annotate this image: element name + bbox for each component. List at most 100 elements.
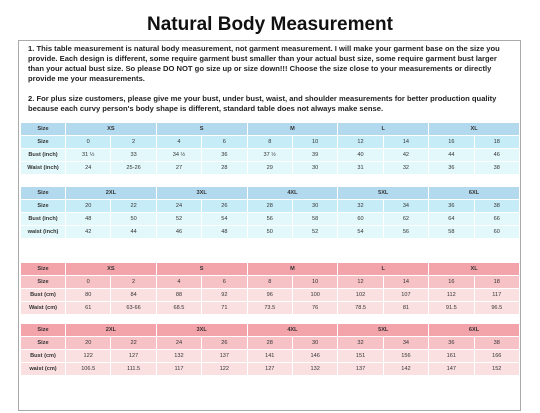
cell: 46: [473, 148, 521, 162]
cell: 38: [473, 161, 521, 175]
note: 1. This table measurement is natural bod…: [28, 44, 500, 83]
cell: 28: [246, 336, 293, 350]
table-row: Size 20 22 24 26 28 30 32 34 36 38: [20, 336, 521, 350]
row-label: Size: [20, 122, 66, 136]
table-row: Size 20 22 24 26 28 30 32 34 36 38: [20, 199, 521, 213]
cell: 122: [201, 362, 248, 376]
cell: M: [246, 122, 339, 136]
cell: 161: [428, 349, 475, 363]
cell: 48: [201, 225, 248, 239]
cell: 122: [64, 349, 112, 363]
cell: M: [246, 262, 339, 276]
row-label: waist (cm): [20, 362, 66, 376]
cell: 4XL: [246, 323, 339, 337]
cell: 20: [64, 199, 112, 213]
table-row: Size 0 2 4 6 8 10 12 14 16 18: [20, 135, 521, 149]
cell: 81: [382, 301, 430, 315]
cell: 31 ½: [64, 148, 112, 162]
cell: 5XL: [337, 323, 430, 337]
cell: 34 ½: [155, 148, 203, 162]
cell: 2XL: [65, 323, 157, 337]
row-label: Size: [20, 186, 66, 200]
cell: 32: [337, 336, 384, 350]
cell: 24: [64, 161, 112, 175]
table-row: Bust (cm) 122 127 132 137 141 146 151 156 161 166: [20, 349, 521, 363]
cell: 4: [155, 275, 203, 289]
cell: 14: [382, 135, 430, 149]
table-row: Size 2XL 3XL 4XL 5XL 6XL: [20, 186, 520, 200]
cell: 88: [155, 288, 203, 302]
row-label: Size: [20, 336, 66, 350]
cell: 146: [291, 349, 339, 363]
cell: 58: [291, 212, 339, 226]
cell: 0: [64, 135, 112, 149]
row-label: Bust (inch): [20, 148, 66, 162]
row-label: Bust (inch): [20, 212, 66, 226]
table-row: Size 2XL 3XL 4XL 5XL 6XL: [20, 323, 520, 337]
cell: 80: [64, 288, 112, 302]
cell: 156: [382, 349, 430, 363]
cell: 66: [473, 212, 521, 226]
cell: 16: [428, 135, 475, 149]
cell: 106.5: [64, 362, 112, 376]
cell: 20: [64, 336, 112, 350]
row-label: Waist (inch): [20, 161, 66, 175]
cell: 107: [382, 288, 430, 302]
cell: 22: [110, 336, 157, 350]
cell: 37 ½: [246, 148, 293, 162]
cell: 76: [291, 301, 339, 315]
cell: 34: [382, 336, 430, 350]
cell: 71: [201, 301, 248, 315]
row-label: Bust (cm): [20, 288, 66, 302]
cell: 12: [337, 275, 384, 289]
cell: S: [155, 262, 248, 276]
table-row: waist (inch) 42 44 46 48 50 52 54 56 58 60: [20, 225, 521, 239]
cell: 52: [155, 212, 203, 226]
cell: 22: [110, 199, 157, 213]
cell: 6: [201, 275, 248, 289]
row-label: Size: [20, 262, 66, 276]
cell: 6XL: [428, 186, 520, 200]
cell: 56: [382, 225, 430, 239]
cell: 132: [155, 349, 203, 363]
cell: 14: [382, 275, 430, 289]
cell: 40: [337, 148, 384, 162]
cell: 44: [110, 225, 157, 239]
cell: 56: [246, 212, 293, 226]
cell: 141: [246, 349, 293, 363]
content-box: 1. This table measurement is natural bod…: [18, 40, 521, 411]
cell: 5XL: [337, 186, 430, 200]
size-table: Size XS S M L XL Size 0 2 4 6 8 10 12 14 16 18 Bust (inch…: [20, 122, 521, 175]
cell: 152: [473, 362, 521, 376]
cell: 54: [201, 212, 248, 226]
size-table: Size 2XL 3XL 4XL 5XL 6XL Size 20 22 24 26 28 30 32 34 3…: [20, 323, 521, 376]
cell: 50: [110, 212, 157, 226]
cell: 30: [291, 336, 339, 350]
cell: 42: [64, 225, 112, 239]
cell: 18: [473, 275, 521, 289]
cell: 44: [428, 148, 475, 162]
row-label: waist (inch): [20, 225, 66, 239]
cell: 27: [155, 161, 203, 175]
row-label: Size: [20, 323, 66, 337]
row-label: Size: [20, 199, 66, 213]
cell: 60: [473, 225, 521, 239]
cell: 117: [473, 288, 521, 302]
cell: 127: [110, 349, 157, 363]
cell: 38: [473, 336, 521, 350]
cell: XS: [65, 262, 157, 276]
cell: 0: [64, 275, 112, 289]
cell: 6: [201, 135, 248, 149]
cell: 36: [201, 148, 248, 162]
cell: 39: [291, 148, 339, 162]
cell: 29: [246, 161, 293, 175]
cell: 8: [246, 135, 293, 149]
table-row: Bust (inch) 48 50 52 54 56 58 60 62 64 66: [20, 212, 521, 226]
cell: 6XL: [428, 323, 520, 337]
cell: S: [155, 122, 248, 136]
cell: 24: [155, 336, 203, 350]
table-row: Waist (cm) 61 63-66 68.5 71 73.5 76 78.5 81 91.5 9…: [20, 301, 521, 315]
cell: XS: [65, 122, 157, 136]
cell: 28: [246, 199, 293, 213]
cell: 147: [428, 362, 475, 376]
